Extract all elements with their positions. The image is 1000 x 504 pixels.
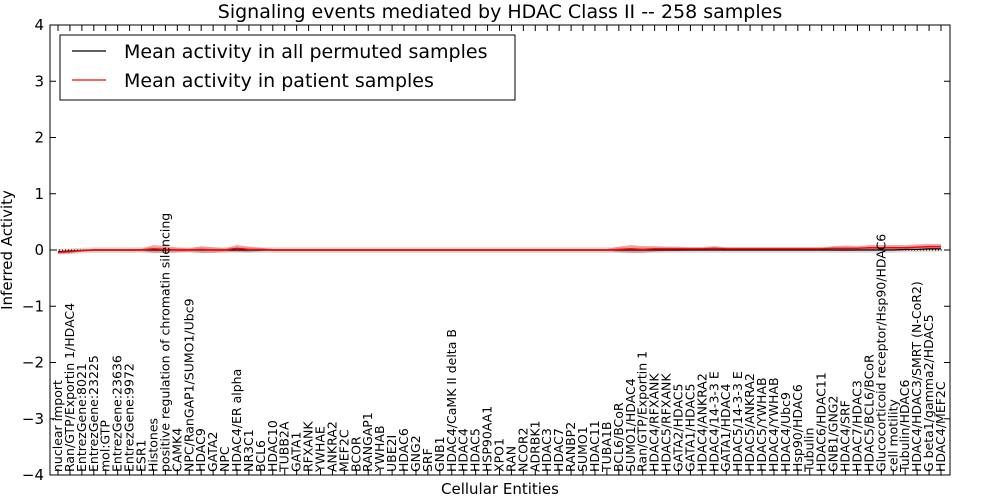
x-tick-label: RANGAP1	[360, 412, 375, 472]
x-tick-label: Tubulin	[802, 428, 817, 473]
x-tick-label: NPC/RanGAP1/SUMO1/Ubc9	[181, 298, 196, 472]
x-tick-label: ADRBK1	[527, 420, 542, 472]
x-tick-label: HDAC7	[551, 428, 566, 472]
x-tick-label: HDAC6/HDAC11	[814, 372, 829, 472]
x-tick-label: HDAC4/MEF2C	[933, 381, 948, 472]
x-tick-label: TUBB2A	[277, 421, 292, 473]
x-tick-label: RAN	[503, 446, 518, 472]
x-tick-label: MEF2C	[336, 429, 351, 472]
x-tick-label: Ran/GTP/Exportin 1/HDAC4	[62, 303, 77, 472]
x-tick-label: HDAC4/RFXANK	[647, 373, 662, 472]
x-tick-label: HSP90AA1	[480, 406, 495, 472]
x-tick-label: HDAC4	[456, 428, 471, 472]
x-tick-label: GNB1/GNG2	[826, 396, 841, 472]
x-tick-label: BCL6	[253, 440, 268, 472]
x-tick-label: HDAC10	[265, 420, 280, 472]
x-tick-label: HDAC4/ER alpha	[229, 369, 244, 472]
x-tick-label: HDAC4/Ubc9	[778, 392, 793, 472]
x-tick-label: TUBA1B	[599, 422, 614, 473]
lines-layer	[50, 245, 950, 253]
x-tick-label: nuclear import	[50, 380, 65, 472]
y-tick-label: 3	[34, 72, 44, 90]
x-tick-label: HDAC4/YWHAB	[766, 377, 781, 472]
y-axis-label: Inferred Activity	[0, 190, 16, 310]
x-tick-label: HDAC5/RFXANK	[659, 373, 674, 472]
x-tick-label: SUMO1/HDAC4	[623, 378, 638, 472]
y-tick-label: −1	[22, 297, 44, 315]
y-tick-label: −3	[22, 410, 44, 428]
legend: Mean activity in all permuted samples Me…	[59, 34, 516, 101]
x-tick-label: NR3C1	[241, 429, 256, 472]
x-tick-label: HDAC4/SRF	[838, 400, 853, 472]
y-tick-label: −2	[22, 354, 44, 372]
x-tick-label: YWHAB	[372, 425, 387, 473]
patient-band	[58, 243, 941, 254]
legend-label-patient: Mean activity in patient samples	[124, 70, 434, 92]
x-tick-label: G beta1/gamma2/HDAC5	[921, 314, 936, 472]
patient-mean-line	[57, 245, 941, 253]
x-tick-label: HDAC5/YWHAB	[754, 377, 769, 472]
x-tick-label: EntrezGene:23636	[110, 355, 125, 472]
x-tick-label: Glucocorticoid receptor/Hsp90/HDAC6	[873, 234, 888, 472]
x-tick-label: Tubulin/HDAC6	[897, 380, 912, 473]
chart-title: Signaling events mediated by HDAC Class …	[218, 1, 782, 23]
x-tick-label: HDAC5/ANKRA2	[742, 373, 757, 472]
x-tick-label: NCOR2	[515, 427, 530, 472]
x-tick-label: HDAC5/BCL6/BCoR	[861, 354, 876, 472]
x-tick-label: EntrezGene:23225	[86, 355, 101, 472]
x-tick-label: HDAC3	[539, 428, 554, 472]
x-tick-label: XPO1	[492, 438, 507, 472]
x-axis-label: Cellular Entities	[441, 480, 559, 498]
x-tick-label: HDAC11	[587, 420, 602, 472]
legend-box	[59, 34, 516, 101]
y-tick-label: 1	[34, 185, 44, 203]
x-tick-label: BCOR	[348, 436, 363, 472]
x-tick-label: positive regulation of chromatin silenci…	[157, 213, 172, 472]
x-tick-label: HDAC4/HDAC3/SMRT (N-CoR2)	[909, 281, 924, 472]
y-ticks-layer: −4 −3 −2 −1 0 1 2 3 4	[22, 16, 950, 484]
x-tick-label: HDAC6	[396, 428, 411, 472]
x-tick-label: Hsp90/HDAC6	[790, 384, 805, 472]
y-tick-label: 0	[34, 241, 44, 259]
x-tick-label: HDAC4/ANKRA2	[694, 373, 709, 472]
x-tick-label: HDAC4/CaMK II delta B	[444, 329, 459, 472]
x-tick-label: RFXANK	[301, 421, 316, 472]
x-tick-label: BCL6/BCoR	[611, 402, 626, 472]
x-tick-label: GNG2	[408, 435, 423, 472]
y-tick-label: 4	[34, 16, 44, 34]
y-tick-label: 2	[34, 129, 44, 147]
x-tick-label: GATA1/HDAC4	[718, 383, 733, 472]
x-tick-label: EntrezGene:8021	[74, 363, 89, 472]
x-tick-label: CAMK4	[169, 428, 184, 472]
x-tick-label: cell motility	[885, 398, 900, 472]
x-tick-label: GATA2	[205, 432, 220, 472]
x-tick-label: ESR1	[134, 440, 149, 472]
x-tick-label: HDAC4/14-3-3 E	[706, 371, 721, 472]
x-tick-label: HDAC5/14-3-3 E	[730, 371, 745, 472]
x-tick-label: EntrezGene:9972	[122, 363, 137, 472]
x-tick-label: UBE2I	[384, 435, 399, 472]
x-tick-label: SUMO1	[575, 426, 590, 472]
x-tick-label: HDAC7/HDAC3	[849, 380, 864, 472]
x-tick-label: Histones	[145, 418, 160, 472]
x-tick-label: mol:GTP	[98, 420, 113, 472]
x-tick-label: HDAC9	[193, 428, 208, 472]
x-tick-label: GATA1	[289, 432, 304, 472]
plot-frame	[49, 24, 951, 476]
x-tick-label: RANBP2	[563, 422, 578, 472]
y-tick-label: −4	[22, 466, 44, 484]
x-tick-label: SRF	[420, 448, 435, 472]
x-tick-label: GATA1/HDAC5	[682, 384, 697, 472]
x-tick-label: GNB1	[432, 436, 447, 472]
x-tick-label: GATA2/HDAC5	[670, 384, 685, 472]
x-tick-label: Ran/GTP/Exportin 1	[635, 351, 650, 472]
x-tick-label: ANKRA2	[324, 421, 339, 472]
x-tick-label: HDAC5	[468, 428, 483, 472]
x-tick-label: YWHAE	[313, 426, 328, 473]
legend-label-permuted: Mean activity in all permuted samples	[124, 41, 487, 63]
x-tick-label: NPC	[217, 446, 232, 472]
